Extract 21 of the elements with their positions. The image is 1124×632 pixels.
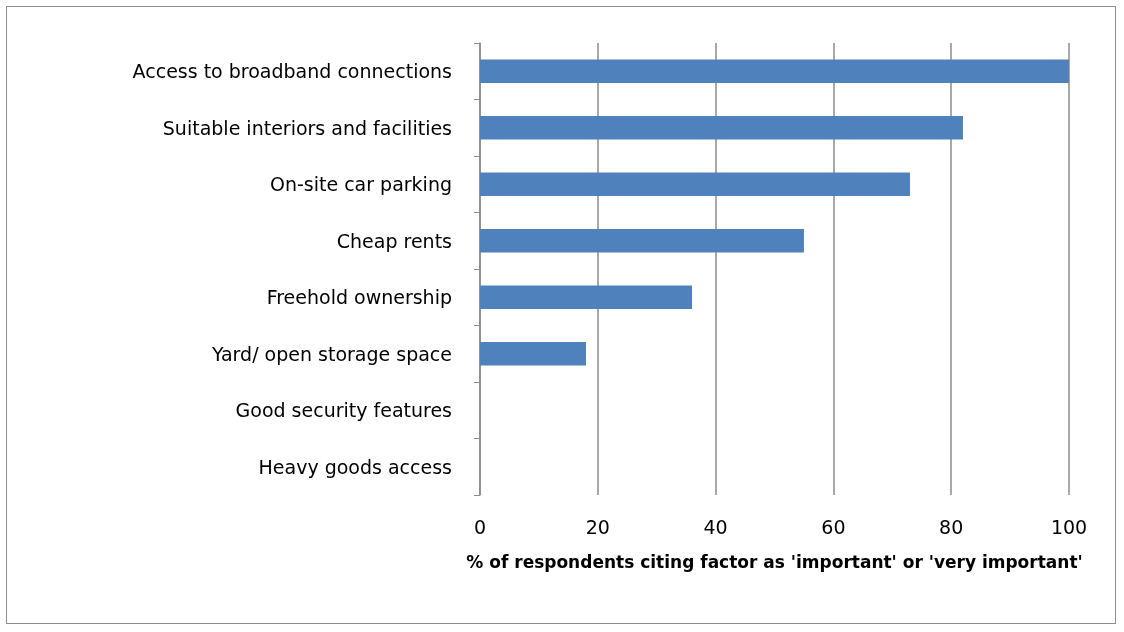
x-tick-label: 100 — [1050, 515, 1088, 538]
y-tick-label: On-site car parking — [269, 173, 452, 196]
y-tick-label: Good security features — [235, 399, 452, 422]
bar — [480, 115, 963, 140]
x-axis-title: % of respondents citing factor as 'important' or 'very important' — [466, 551, 1083, 572]
bar — [480, 172, 910, 197]
bar — [480, 228, 804, 253]
y-tick-label: Heavy goods access — [258, 455, 452, 478]
x-tick-label: 20 — [585, 515, 610, 538]
x-tick-label: 0 — [473, 515, 487, 538]
y-tick-label: Yard/ open storage space — [210, 342, 452, 365]
y-tick-label: Access to broadband connections — [132, 60, 452, 83]
bar — [480, 341, 587, 366]
x-tick-label: 60 — [821, 515, 846, 538]
bar — [480, 285, 693, 310]
y-tick-label: Freehold ownership — [266, 286, 452, 309]
y-tick-label: Cheap rents — [336, 229, 452, 252]
x-tick-label: 80 — [939, 515, 964, 538]
x-tick-label: 40 — [703, 515, 728, 538]
bar — [480, 59, 1069, 84]
y-tick-label: Suitable interiors and facilities — [162, 116, 452, 139]
